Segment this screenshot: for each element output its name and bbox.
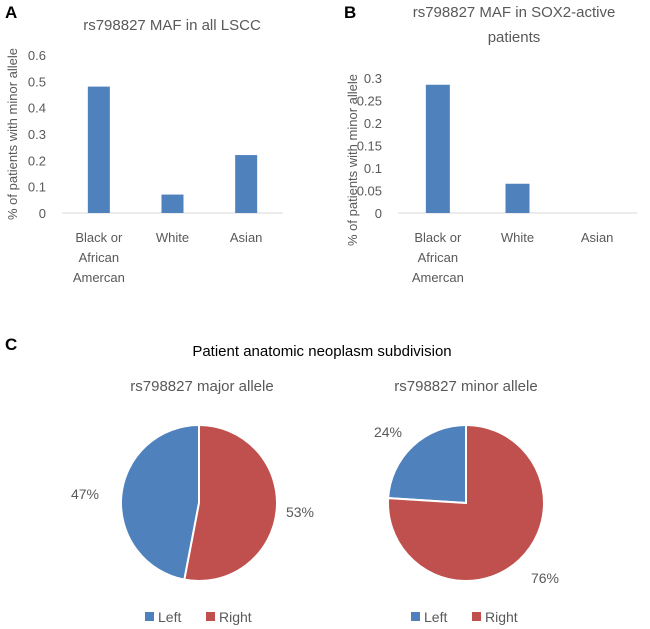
- bar-white: [505, 183, 530, 213]
- slice-value-label: 24%: [374, 424, 402, 440]
- y-tick-label: 0: [375, 206, 382, 221]
- x-tick-label: White: [156, 230, 189, 245]
- legend-label-left: Left: [158, 609, 181, 625]
- panel-label-a: A: [5, 3, 17, 22]
- pie-section-title: Patient anatomic neoplasm subdivision: [192, 343, 451, 360]
- y-tick-label: 0.5: [28, 74, 46, 89]
- chart-title: patients: [488, 29, 541, 46]
- bar-asian: [235, 155, 258, 213]
- bar-amercan: [87, 86, 110, 213]
- pie-chart-minor-allele: rs798827 minor allele 24% 76% Left Right: [374, 378, 559, 625]
- y-tick-label: 0.15: [357, 139, 382, 154]
- pie-chart-major-allele: rs798827 major allele 47% 53% Left Right: [71, 378, 314, 625]
- chart-title: rs798827 MAF in SOX2-active: [413, 4, 616, 21]
- pie-slice-right: [183, 423, 278, 582]
- x-tick-label: Black or: [414, 230, 462, 245]
- y-tick-label: 0.4: [28, 101, 46, 116]
- slice-value-label: 47%: [71, 486, 99, 502]
- y-tick-label: 0.25: [357, 94, 382, 109]
- legend-label-right: Right: [219, 609, 252, 625]
- bar-chart-all-lscc: rs798827 MAF in all LSCC % of patients wi…: [5, 17, 283, 285]
- panel-label-c: C: [5, 335, 17, 354]
- x-tick-label: Asian: [581, 230, 614, 245]
- slice-value-label: 53%: [286, 504, 314, 520]
- x-tick-label: Black or: [75, 230, 123, 245]
- legend-swatch-left: [411, 612, 420, 621]
- y-tick-label: 0.3: [364, 71, 382, 86]
- legend-label-right: Right: [485, 609, 518, 625]
- y-tick-label: 0.3: [28, 127, 46, 142]
- bar-white: [161, 194, 184, 213]
- x-tick-label: African: [79, 250, 119, 265]
- legend-swatch-right: [206, 612, 215, 621]
- y-tick-label: 0.1: [28, 180, 46, 195]
- slice-value-label: 76%: [531, 570, 559, 586]
- chart-title: rs798827 major allele: [130, 378, 273, 395]
- x-tick-label: Amercan: [73, 270, 125, 285]
- y-tick-label: 0: [39, 206, 46, 221]
- y-tick-label: 0.2: [28, 153, 46, 168]
- bar-amercan: [425, 84, 450, 213]
- bar-chart-sox2-active: rs798827 MAF in SOX2-active patients % of …: [345, 4, 637, 285]
- legend-swatch-left: [145, 612, 154, 621]
- y-axis-label: % of patients with minor allele: [5, 48, 20, 220]
- y-tick-label: 0.6: [28, 48, 46, 63]
- legend-swatch-right: [472, 612, 481, 621]
- x-tick-label: African: [418, 250, 458, 265]
- pie-slice-left: [119, 423, 200, 581]
- y-tick-label: 0.1: [364, 161, 382, 176]
- y-tick-label: 0.2: [364, 116, 382, 131]
- panel-label-b: B: [344, 3, 356, 22]
- chart-title: rs798827 minor allele: [394, 378, 537, 395]
- x-tick-label: White: [501, 230, 534, 245]
- x-tick-label: Amercan: [412, 270, 464, 285]
- x-tick-label: Asian: [230, 230, 263, 245]
- pie-slice-left: [387, 423, 467, 505]
- y-axis-label: % of patients with minor allele: [345, 74, 360, 246]
- chart-title: rs798827 MAF in all LSCC: [83, 17, 261, 34]
- y-tick-label: 0.05: [357, 184, 382, 199]
- pie-slice-right: [387, 423, 545, 582]
- legend-label-left: Left: [424, 609, 447, 625]
